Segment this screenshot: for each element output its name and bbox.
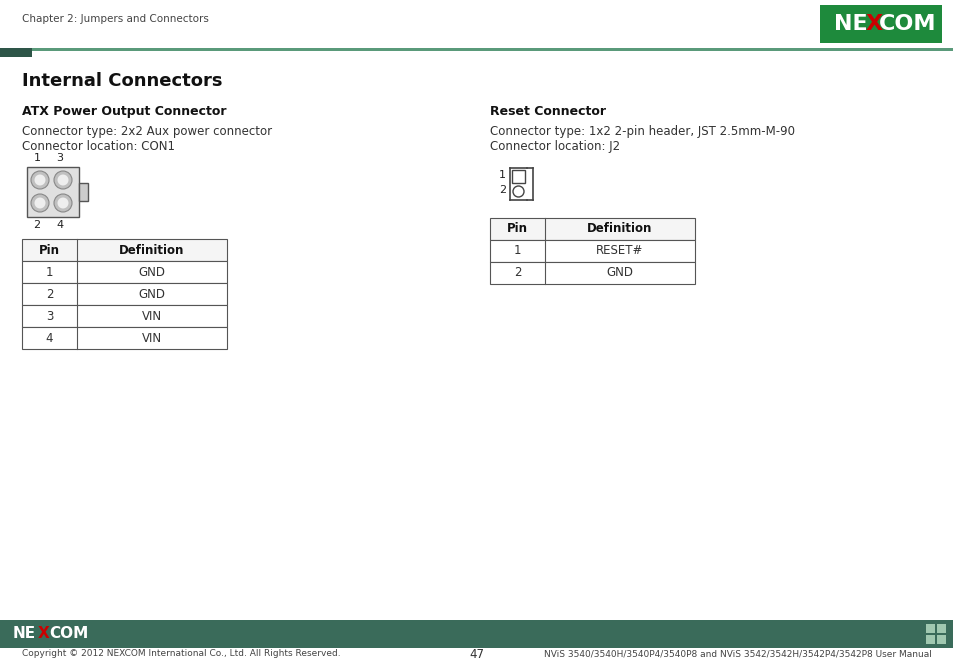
- Circle shape: [30, 194, 49, 212]
- Bar: [79, 183, 88, 201]
- Bar: [925, 624, 934, 633]
- Circle shape: [34, 198, 46, 208]
- Text: Connector type: 1x2 2-pin header, JST 2.5mm-M-90: Connector type: 1x2 2-pin header, JST 2.…: [490, 125, 794, 138]
- Bar: [27, 167, 79, 217]
- Text: Pin: Pin: [39, 243, 60, 257]
- Bar: [0, 48, 32, 57]
- Text: COM: COM: [49, 626, 89, 642]
- Text: 2: 2: [46, 288, 53, 300]
- Text: 1: 1: [46, 265, 53, 278]
- Text: GND: GND: [606, 267, 633, 280]
- Bar: [22, 283, 227, 305]
- Text: NViS 3540/3540H/3540P4/3540P8 and NViS 3542/3542H/3542P4/3542P8 User Manual: NViS 3540/3540H/3540P4/3540P8 and NViS 3…: [543, 650, 931, 659]
- Text: NE: NE: [833, 14, 866, 34]
- Bar: [22, 327, 227, 349]
- Text: Pin: Pin: [506, 222, 527, 235]
- Text: Definition: Definition: [119, 243, 185, 257]
- Text: 2: 2: [514, 267, 520, 280]
- Text: 3: 3: [46, 310, 53, 323]
- Text: 3: 3: [56, 153, 64, 163]
- Bar: [512, 170, 524, 183]
- Text: X: X: [38, 626, 50, 642]
- Text: NE: NE: [13, 626, 36, 642]
- Text: 4: 4: [56, 220, 64, 230]
- Bar: [490, 262, 695, 284]
- Text: Connector location: J2: Connector location: J2: [490, 140, 619, 153]
- Bar: [22, 305, 227, 327]
- Text: RESET#: RESET#: [596, 245, 643, 257]
- Circle shape: [30, 171, 49, 189]
- Text: 1: 1: [33, 153, 40, 163]
- Text: 1: 1: [498, 170, 505, 180]
- Text: Connector type: 2x2 Aux power connector: Connector type: 2x2 Aux power connector: [22, 125, 272, 138]
- Bar: [32, 48, 953, 51]
- Text: Chapter 2: Jumpers and Connectors: Chapter 2: Jumpers and Connectors: [22, 14, 209, 24]
- Bar: [490, 218, 695, 240]
- Text: Definition: Definition: [587, 222, 652, 235]
- Bar: [0, 48, 953, 51]
- Bar: [936, 624, 945, 633]
- Text: Connector location: CON1: Connector location: CON1: [22, 140, 174, 153]
- Text: GND: GND: [138, 265, 165, 278]
- Text: X: X: [865, 14, 882, 34]
- Text: Reset Connector: Reset Connector: [490, 105, 605, 118]
- Text: VIN: VIN: [142, 310, 162, 323]
- Bar: [0, 620, 953, 648]
- Circle shape: [57, 175, 69, 185]
- Text: COM: COM: [878, 14, 936, 34]
- Bar: [820, 5, 941, 43]
- Text: GND: GND: [138, 288, 165, 300]
- Text: 4: 4: [46, 331, 53, 345]
- Text: Copyright © 2012 NEXCOM International Co., Ltd. All Rights Reserved.: Copyright © 2012 NEXCOM International Co…: [22, 650, 340, 659]
- Bar: [936, 635, 945, 644]
- Text: 47: 47: [469, 648, 484, 661]
- Circle shape: [57, 198, 69, 208]
- Bar: [22, 239, 227, 261]
- Bar: [22, 261, 227, 283]
- Text: 2: 2: [498, 185, 505, 195]
- Circle shape: [34, 175, 46, 185]
- Text: VIN: VIN: [142, 331, 162, 345]
- Circle shape: [513, 186, 523, 197]
- Circle shape: [54, 194, 71, 212]
- Circle shape: [54, 171, 71, 189]
- Text: 2: 2: [33, 220, 41, 230]
- Text: ATX Power Output Connector: ATX Power Output Connector: [22, 105, 226, 118]
- Bar: [490, 240, 695, 262]
- Text: 1: 1: [514, 245, 520, 257]
- Bar: [925, 635, 934, 644]
- Text: Internal Connectors: Internal Connectors: [22, 72, 222, 90]
